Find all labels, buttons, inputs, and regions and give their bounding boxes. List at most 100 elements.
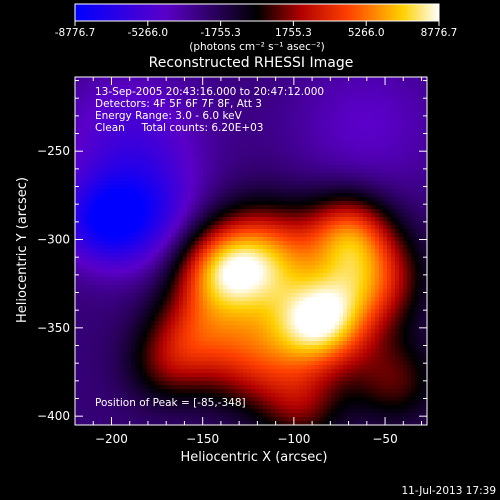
heatmap-cell [243, 249, 247, 253]
heatmap-cell [299, 421, 303, 425]
heatmap-cell [299, 77, 303, 81]
heatmap-cell [215, 181, 219, 185]
heatmap-cell [239, 225, 243, 229]
heatmap-cell [235, 201, 239, 205]
heatmap-cell [287, 229, 291, 233]
heatmap-cell [123, 413, 127, 417]
heatmap-cell [147, 169, 151, 173]
heatmap-cell [183, 153, 187, 157]
heatmap-cell [247, 221, 251, 225]
heatmap-cell [111, 121, 115, 125]
heatmap-cell [247, 401, 251, 405]
heatmap-cell [267, 77, 271, 81]
heatmap-cell [183, 173, 187, 177]
heatmap-cell [215, 121, 219, 125]
heatmap-cell [159, 81, 163, 85]
heatmap-cell [271, 381, 275, 385]
heatmap-cell [263, 245, 267, 249]
heatmap-cell [75, 313, 79, 317]
heatmap-cell [299, 81, 303, 85]
heatmap-cell [95, 273, 99, 277]
heatmap-cell [271, 177, 275, 181]
heatmap-cell [283, 301, 287, 305]
heatmap-cell [259, 333, 263, 337]
heatmap-cell [75, 129, 79, 133]
heatmap-cell [139, 385, 143, 389]
heatmap-cell [103, 385, 107, 389]
heatmap-cell [91, 217, 95, 221]
heatmap-cell [235, 85, 239, 89]
heatmap-cell [211, 389, 215, 393]
heatmap-cell [139, 145, 143, 149]
heatmap-cell [239, 365, 243, 369]
heatmap-cell [119, 245, 123, 249]
heatmap-cell [183, 237, 187, 241]
heatmap-cell [271, 229, 275, 233]
heatmap-cell [107, 97, 111, 101]
heatmap-cell [275, 253, 279, 257]
heatmap-cell [103, 265, 107, 269]
heatmap-cell [279, 221, 283, 225]
heatmap-cell [151, 321, 155, 325]
heatmap-cell [175, 293, 179, 297]
heatmap-cell [195, 177, 199, 181]
heatmap-cell [275, 257, 279, 261]
heatmap-cell [191, 297, 195, 301]
heatmap-cell [75, 97, 79, 101]
heatmap-cell [223, 185, 227, 189]
heatmap-cell [207, 293, 211, 297]
heatmap-cell [215, 321, 219, 325]
heatmap-cell [111, 269, 115, 273]
heatmap-cell [195, 133, 199, 137]
heatmap-cell [75, 281, 79, 285]
heatmap-cell [183, 177, 187, 181]
heatmap-cell [139, 409, 143, 413]
heatmap-cell [255, 297, 259, 301]
heatmap-cell [115, 293, 119, 297]
heatmap-cell [91, 153, 95, 157]
heatmap-cell [207, 377, 211, 381]
heatmap-cell [299, 169, 303, 173]
heatmap-cell [183, 345, 187, 349]
heatmap-cell [255, 333, 259, 337]
heatmap-cell [195, 369, 199, 373]
heatmap-cell [295, 421, 299, 425]
heatmap-cell [139, 113, 143, 117]
heatmap-cell [235, 93, 239, 97]
heatmap-cell [215, 245, 219, 249]
heatmap-cell [203, 421, 207, 425]
heatmap-cell [103, 397, 107, 401]
heatmap-cell [243, 301, 247, 305]
heatmap-cell [91, 145, 95, 149]
heatmap-cell [287, 401, 291, 405]
heatmap-cell [91, 293, 95, 297]
heatmap-cell [159, 253, 163, 257]
heatmap-cell [291, 365, 295, 369]
heatmap-cell [111, 225, 115, 229]
heatmap-cell [139, 89, 143, 93]
heatmap-cell [155, 349, 159, 353]
heatmap-cell [219, 405, 223, 409]
heatmap-cell [159, 209, 163, 213]
heatmap-cell [295, 241, 299, 245]
heatmap-cell [123, 153, 127, 157]
heatmap-cell [119, 401, 123, 405]
heatmap-cell [259, 157, 263, 161]
heatmap-cell [263, 281, 267, 285]
heatmap-cell [147, 205, 151, 209]
heatmap-cell [203, 341, 207, 345]
heatmap-cell [199, 137, 203, 141]
heatmap-cell [183, 209, 187, 213]
heatmap-cell [107, 157, 111, 161]
heatmap-cell [111, 325, 115, 329]
heatmap-cell [179, 181, 183, 185]
heatmap-cell [231, 369, 235, 373]
heatmap-cell [223, 89, 227, 93]
heatmap-cell [275, 205, 279, 209]
heatmap-cell [303, 133, 307, 137]
heatmap-cell [123, 249, 127, 253]
heatmap-cell [159, 349, 163, 353]
heatmap-cell [191, 377, 195, 381]
heatmap-cell [95, 237, 99, 241]
heatmap-cell [191, 81, 195, 85]
